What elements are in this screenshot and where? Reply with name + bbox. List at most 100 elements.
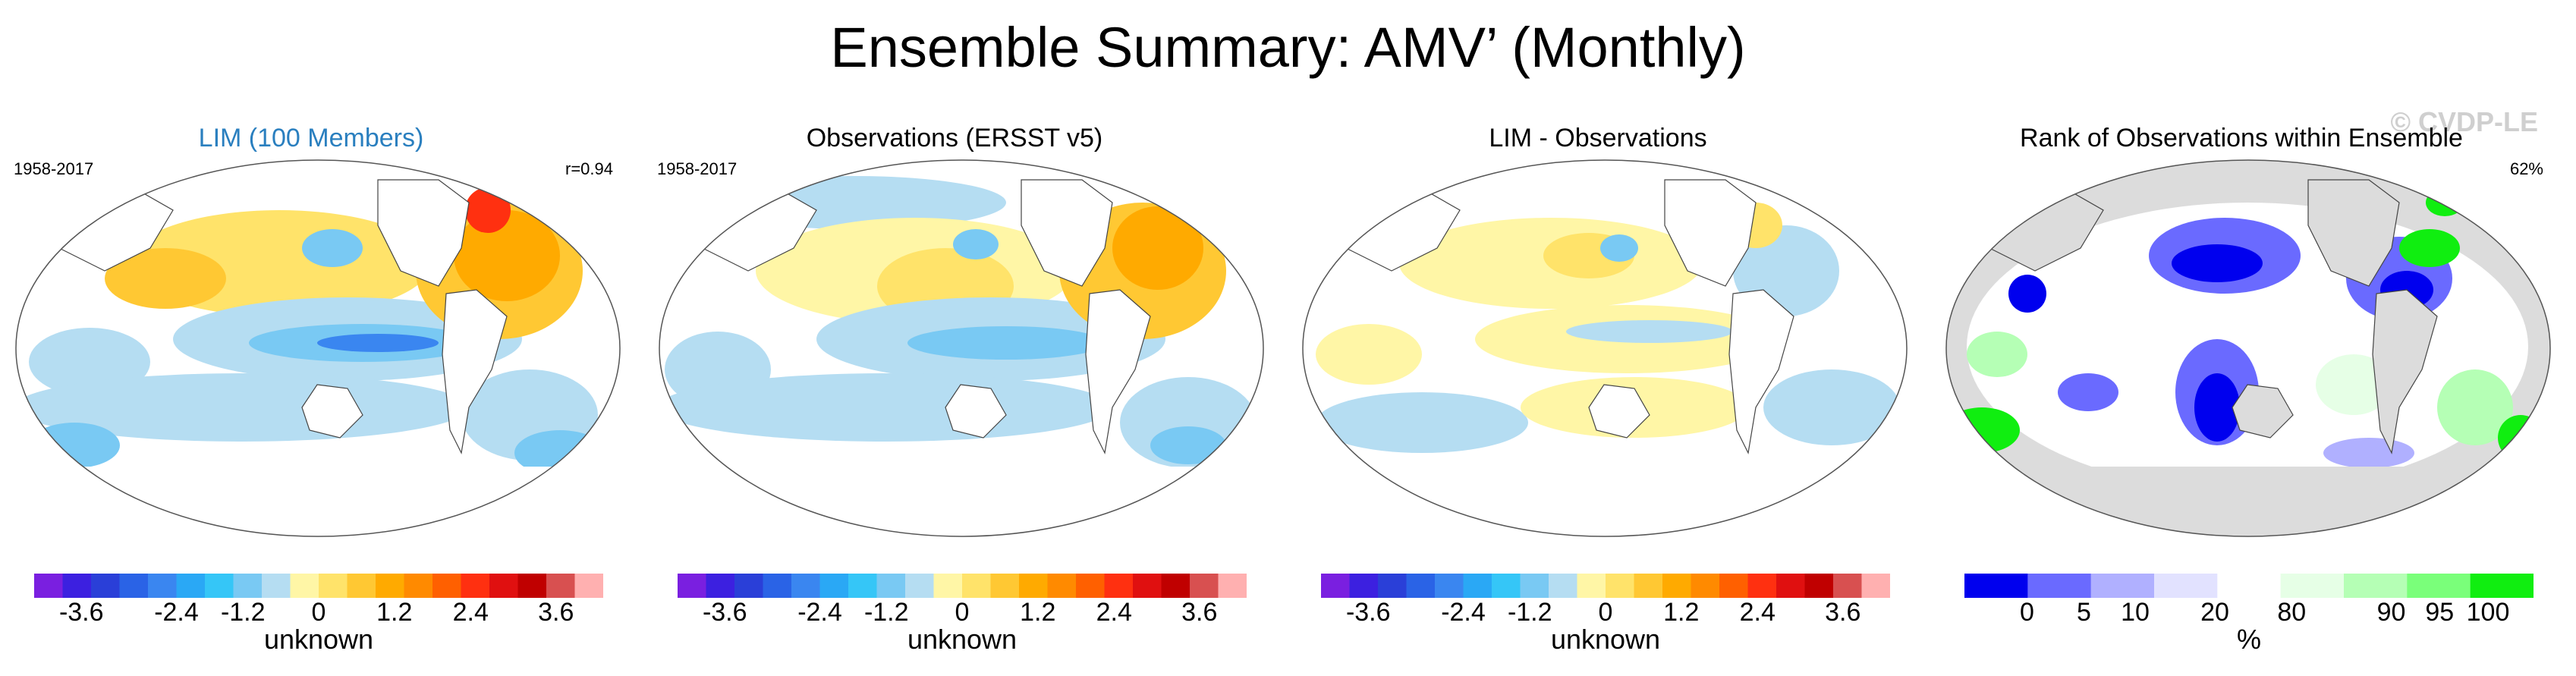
period-label: 1958-2017	[14, 159, 94, 178]
colorbar-swatch	[91, 574, 120, 598]
tick-label: 3.6	[1181, 598, 1218, 627]
colorbar-swatch	[1378, 574, 1407, 598]
panel-title: LIM (100 Members)	[198, 124, 424, 152]
map-lim	[15, 159, 621, 537]
colorbar-swatch	[148, 574, 177, 598]
panel-title: LIM - Observations	[1489, 124, 1707, 152]
tick-label: -2.4	[154, 598, 199, 627]
colorbar-swatch	[2217, 574, 2282, 598]
colorbar-swatch	[1577, 574, 1606, 598]
colorbar-swatch	[1218, 574, 1247, 598]
colorbar-swatch	[1833, 574, 1862, 598]
tick-label: -3.6	[702, 598, 747, 627]
colorbar-swatch	[1463, 574, 1492, 598]
colorbar-swatch	[546, 574, 575, 598]
colorbar-swatch	[176, 574, 206, 598]
period-label: 1958-2017	[657, 159, 738, 178]
colorbar-swatch	[876, 574, 906, 598]
panel-difference: LIM - Observations -3.6	[1287, 0, 1930, 676]
tick-label: 10	[2121, 598, 2150, 627]
colorbar-swatch	[62, 574, 92, 598]
colorbar	[678, 574, 1247, 598]
tick-label: -1.2	[1507, 598, 1552, 627]
colorbar-swatch	[1435, 574, 1464, 598]
colorbar-swatch	[1019, 574, 1048, 598]
tick-label: 20	[2200, 598, 2229, 627]
colorbar-swatch	[461, 574, 490, 598]
colorbar-swatch	[1747, 574, 1777, 598]
colorbar-swatch	[1549, 574, 1577, 598]
colorbar-swatch	[2154, 574, 2218, 598]
colorbar-swatch	[2090, 574, 2155, 598]
colorbar-swatch	[517, 574, 547, 598]
tick-label: 2.4	[1096, 598, 1132, 627]
colorbar-swatch	[290, 574, 319, 598]
panel-observations: Observations (ERSST v5) 1958-2017	[643, 0, 1287, 676]
tick-label: 5	[2077, 598, 2091, 627]
tick-label: -1.2	[863, 598, 909, 627]
colorbar-label: %	[2236, 624, 2261, 655]
colorbar-swatch	[678, 574, 706, 598]
colorbar-swatch	[233, 574, 263, 598]
tick-label: 0	[2020, 598, 2034, 627]
colorbar-swatch	[990, 574, 1020, 598]
colorbar-swatch	[734, 574, 763, 598]
colorbar-swatch	[1634, 574, 1663, 598]
panel-title: Observations (ERSST v5)	[806, 124, 1103, 152]
colorbar-swatch	[2470, 574, 2534, 598]
colorbar-ticks: -3.6 -2.4 -1.2 0 1.2 2.4 3.6	[34, 598, 603, 628]
colorbar-swatch	[819, 574, 849, 598]
tick-label: 1.2	[1020, 598, 1056, 627]
correlation-label: r=0.94	[565, 159, 613, 178]
colorbar-swatch	[1861, 574, 1890, 598]
colorbar-swatch	[1776, 574, 1805, 598]
colorbar-swatch	[848, 574, 877, 598]
colorbar-swatch	[1691, 574, 1720, 598]
colorbar-swatch	[1804, 574, 1834, 598]
colorbar-swatch	[1662, 574, 1691, 598]
colorbar-swatch	[376, 574, 404, 598]
figure-title: Ensemble Summary: AMV’ (Monthly)	[830, 16, 1746, 79]
tick-label: 2.4	[452, 598, 489, 627]
colorbar-swatch	[1492, 574, 1521, 598]
map-rank	[1945, 159, 2551, 537]
colorbar-swatch	[1104, 574, 1134, 598]
tick-label: 90	[2376, 598, 2406, 627]
colorbar-swatch	[763, 574, 792, 598]
map-observations	[659, 159, 1264, 537]
colorbar-swatch	[962, 574, 991, 598]
colorbar-swatch	[347, 574, 376, 598]
colorbar-label: unknown	[263, 624, 374, 655]
tick-label: 3.6	[1825, 598, 1861, 627]
colorbar-label: unknown	[907, 624, 1018, 655]
colorbar-swatch	[1719, 574, 1748, 598]
panel-lim: LIM (100 Members) 1958-2017 r=0.94	[0, 0, 643, 676]
tick-label: 1.2	[376, 598, 413, 627]
colorbar-swatch	[1606, 574, 1634, 598]
percent-label: 62%	[2509, 159, 2543, 178]
tick-label: 1.2	[1663, 598, 1700, 627]
colorbar-swatch	[319, 574, 348, 598]
colorbar	[34, 574, 603, 598]
tick-label: 0	[311, 598, 326, 627]
tick-label: 0	[955, 598, 970, 627]
tick-label: 0	[1598, 598, 1613, 627]
colorbar-swatch	[706, 574, 735, 598]
tick-label: -3.6	[58, 598, 104, 627]
tick-label: 80	[2277, 598, 2307, 627]
colorbar-swatch	[791, 574, 820, 598]
colorbar	[1964, 574, 2534, 598]
colorbar-swatch	[1406, 574, 1436, 598]
colorbar-swatch	[574, 574, 603, 598]
colorbar-swatch	[905, 574, 934, 598]
colorbar-swatch	[404, 574, 433, 598]
colorbar-swatch	[34, 574, 63, 598]
colorbar-swatch	[119, 574, 149, 598]
colorbar-swatch	[2280, 574, 2345, 598]
colorbar-swatch	[262, 574, 291, 598]
colorbar-swatch	[1321, 574, 1350, 598]
colorbar-ticks: -3.6 -2.4 -1.2 0 1.2 2.4 3.6	[1321, 598, 1890, 628]
colorbar-swatch	[1133, 574, 1162, 598]
colorbar-swatch	[1964, 574, 2028, 598]
colorbar-swatch	[1076, 574, 1105, 598]
